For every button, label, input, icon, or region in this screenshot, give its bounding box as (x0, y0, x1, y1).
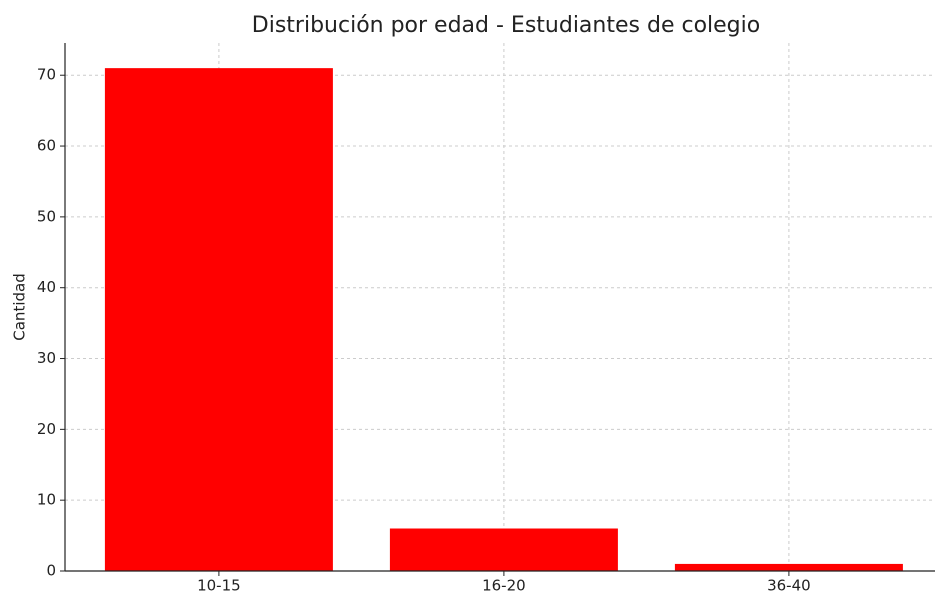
x-tick-label: 16-20 (482, 577, 526, 594)
bar (104, 68, 333, 572)
y-tick-label: 0 (46, 562, 56, 580)
x-tick-label: 10-15 (197, 577, 241, 594)
bar (674, 563, 903, 571)
y-axis-label: Cantidad (11, 273, 29, 340)
bar (389, 528, 618, 571)
y-tick-label: 20 (37, 420, 56, 438)
y-tick-label: 60 (37, 137, 56, 155)
y-tick-label: 30 (37, 349, 56, 367)
chart-title: Distribución por edad - Estudiantes de c… (252, 13, 760, 38)
x-tick-label: 36-40 (767, 577, 811, 594)
y-tick-label: 70 (37, 66, 56, 84)
y-tick-label: 40 (37, 278, 56, 296)
y-tick-label: 10 (37, 491, 56, 509)
y-tick-label: 50 (37, 207, 56, 225)
